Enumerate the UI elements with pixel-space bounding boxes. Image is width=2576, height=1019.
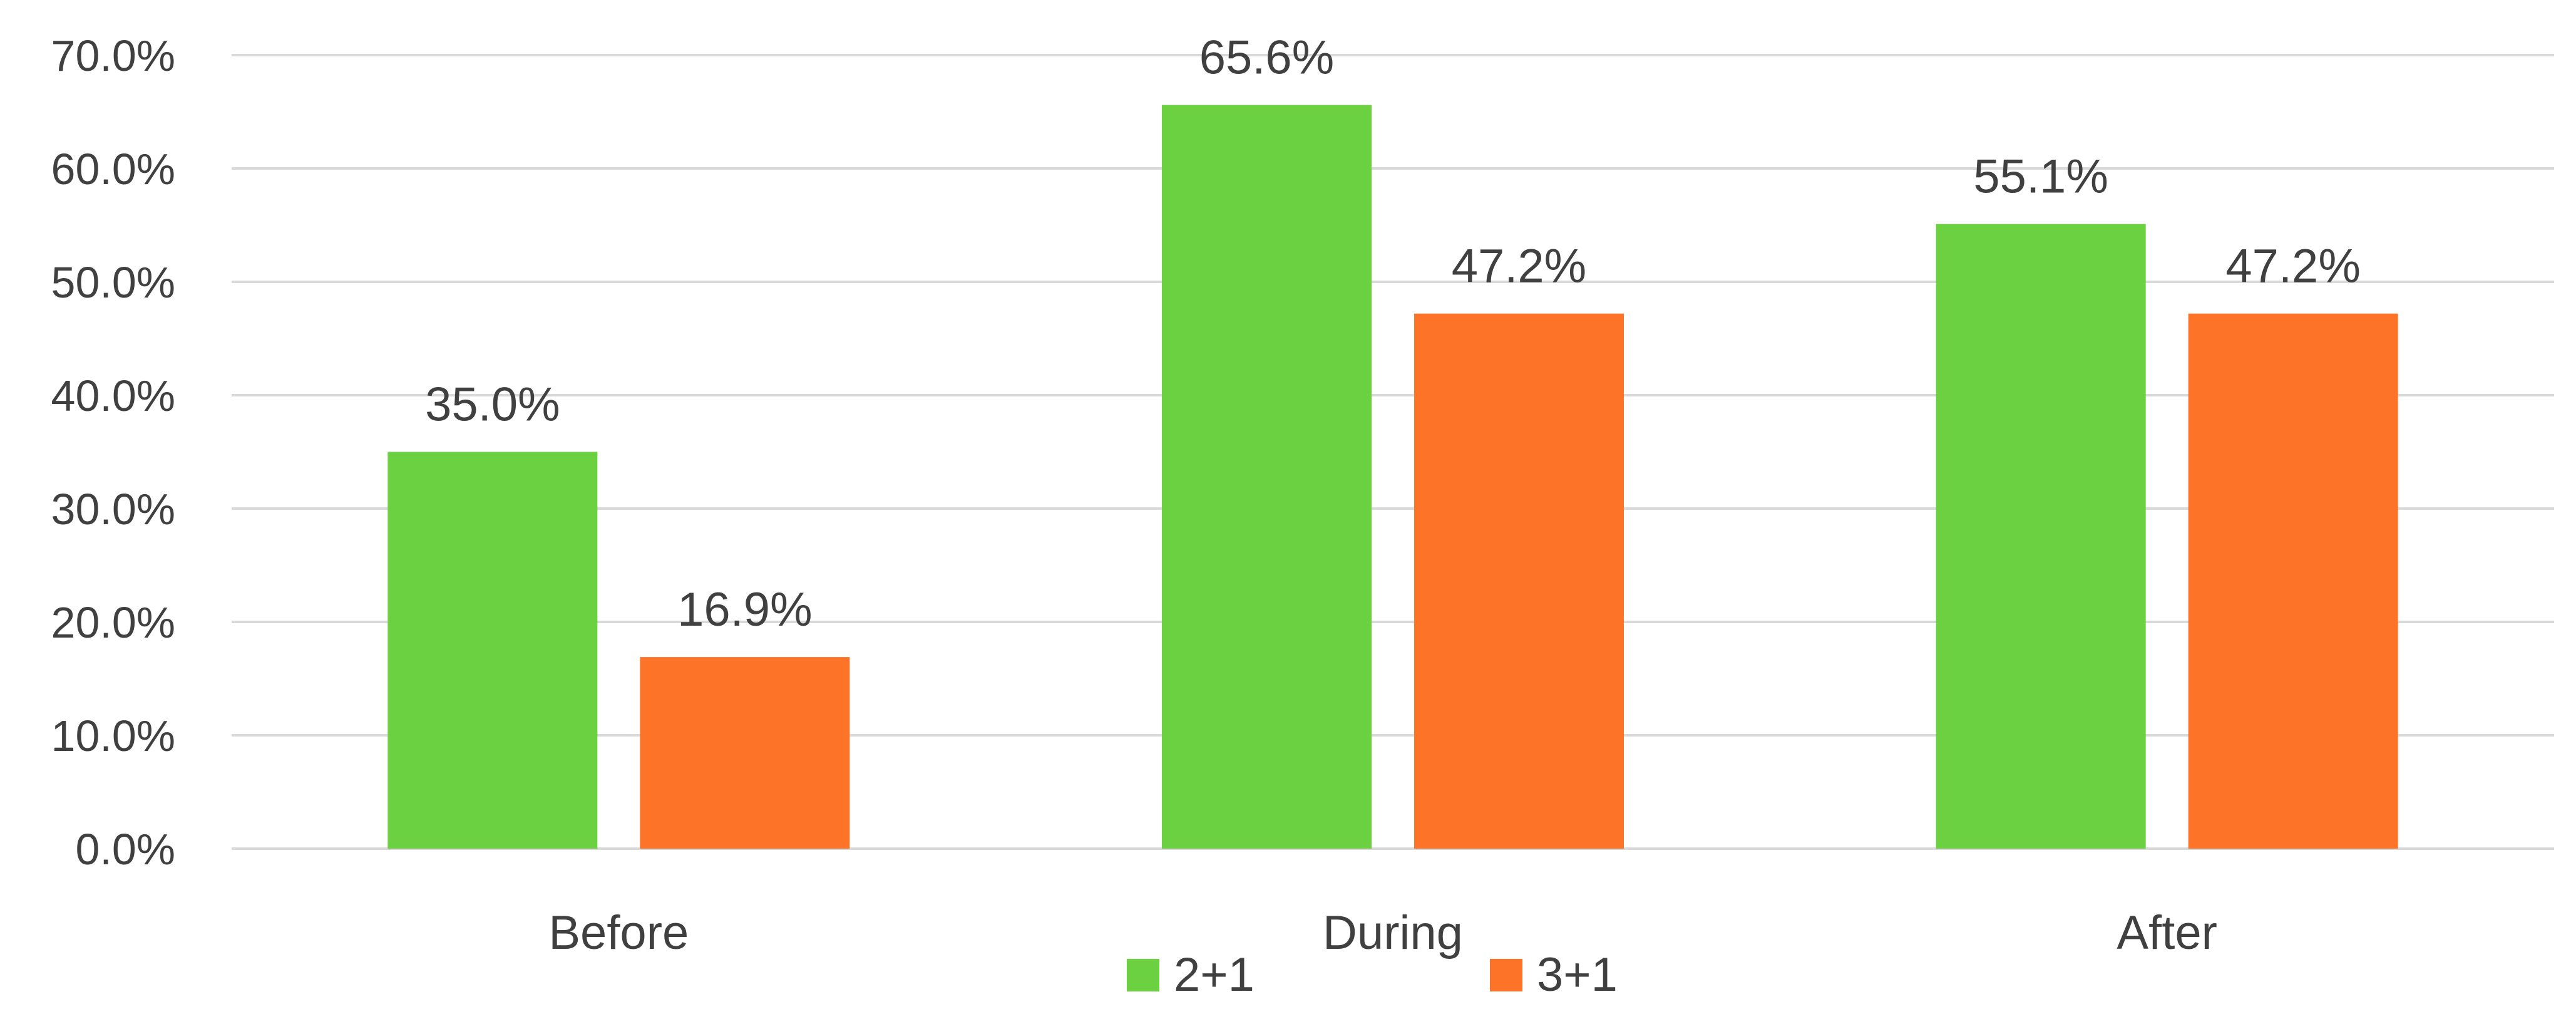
bars xyxy=(387,105,2398,849)
y-tick-label: 30.0% xyxy=(51,485,175,534)
legend-swatch-2+1 xyxy=(1127,959,1159,991)
data-label: 35.0% xyxy=(425,378,560,432)
legend-label-3+1: 3+1 xyxy=(1537,948,1618,1001)
bar-3+1-during xyxy=(1414,313,1624,849)
y-tick-label: 70.0% xyxy=(51,31,175,80)
data-labels: 35.0% 16.9% 65.6% 47.2% 55.1% 47.2% xyxy=(425,31,2361,636)
legend: 2+1 3+1 xyxy=(1127,948,1618,1001)
y-tick-label: 10.0% xyxy=(51,711,175,760)
legend-swatch-3+1 xyxy=(1490,959,1522,991)
data-label: 47.2% xyxy=(2225,240,2361,293)
y-tick-label: 0.0% xyxy=(75,825,175,874)
bar-2+1-before xyxy=(387,452,598,849)
bar-2+1-after xyxy=(1936,224,2146,849)
data-label: 16.9% xyxy=(677,583,813,636)
y-tick-label: 60.0% xyxy=(51,145,175,194)
x-axis-categories: Before During After xyxy=(548,906,2217,960)
data-label: 47.2% xyxy=(1452,240,1587,293)
legend-label-2+1: 2+1 xyxy=(1174,948,1255,1001)
y-tick-label: 50.0% xyxy=(51,258,175,307)
bar-2+1-during xyxy=(1162,105,1372,849)
y-tick-label: 20.0% xyxy=(51,598,175,647)
gridlines xyxy=(232,54,2554,850)
bar-3+1-before xyxy=(640,657,850,849)
y-tick-label: 40.0% xyxy=(51,371,175,420)
data-label: 65.6% xyxy=(1199,31,1335,85)
y-axis-ticks: 0.0% 10.0% 20.0% 30.0% 40.0% 50.0% 60.0% 70.0% xyxy=(51,31,175,874)
category-label-after: After xyxy=(2117,906,2217,960)
category-label-during: During xyxy=(1323,906,1463,960)
category-label-before: Before xyxy=(548,906,689,960)
bar-3+1-after xyxy=(2188,313,2398,849)
data-label: 55.1% xyxy=(1973,150,2108,204)
